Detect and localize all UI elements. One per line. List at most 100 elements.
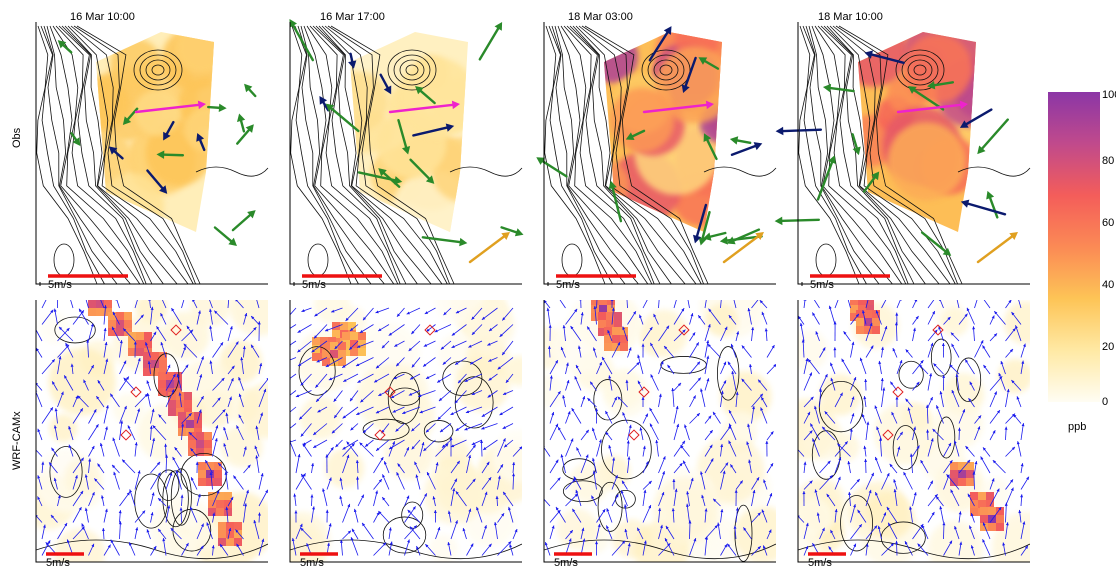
model-wind-arrow <box>626 300 628 309</box>
model-wind-arrow <box>1005 348 1014 358</box>
model-wind-arrow <box>134 300 138 309</box>
model-wind-arrow <box>927 396 933 408</box>
model-wind-arrow <box>642 489 647 507</box>
model-wind-arrow <box>658 491 665 507</box>
model-wind-arrow <box>415 474 421 490</box>
model-wind-arrow <box>501 307 514 321</box>
obs-wind-arrow <box>409 158 435 184</box>
model-wind-arrow <box>974 340 984 358</box>
model-wind-arrow <box>803 372 813 391</box>
obs-wind-arrow <box>421 236 468 247</box>
site-marker <box>932 324 944 336</box>
model-wind-arrow <box>824 410 836 424</box>
model-wind-arrow <box>730 343 737 358</box>
site-marker <box>170 324 182 336</box>
model-wind-arrow <box>440 340 452 350</box>
model-wind-arrow <box>549 359 559 375</box>
model-wind-arrow <box>464 423 483 431</box>
model-wind-arrow <box>1020 463 1024 474</box>
model-wind-arrow <box>395 357 405 367</box>
model-wind-arrow <box>471 390 483 396</box>
model-wind-arrow <box>325 454 329 474</box>
model-wind-arrow <box>895 396 899 408</box>
model-wind-arrow <box>512 446 522 457</box>
model-wind-arrow <box>411 324 421 335</box>
model-wind-arrow <box>423 439 436 452</box>
model-wind-arrow <box>611 341 621 358</box>
model-wind-arrow <box>297 324 312 333</box>
model-wind-arrow <box>686 491 690 507</box>
model-wind-arrow <box>488 357 498 362</box>
model-wind-arrow <box>227 341 239 358</box>
model-wind-arrow <box>857 509 867 523</box>
time-label-1: 16 Mar 10:00 <box>70 11 135 23</box>
model-wind-arrow <box>72 490 84 507</box>
model-wind-arrow <box>828 305 836 325</box>
model-wind-arrow <box>606 525 613 540</box>
model-wind-arrow <box>212 397 221 408</box>
model-wind-arrow <box>255 425 260 441</box>
model-wind-arrow <box>627 361 640 375</box>
model-wind-arrow <box>549 459 559 474</box>
terrain-contours <box>290 346 522 560</box>
model-wind-arrow <box>673 307 685 325</box>
model-wind-arrow <box>409 373 421 380</box>
model-wind-arrow <box>704 300 707 309</box>
model-wind-arrow <box>348 340 359 351</box>
obs-wind-arrow <box>775 126 823 136</box>
model-wind-arrow <box>720 462 729 474</box>
obs-wind-arrow-orange <box>468 232 510 264</box>
model-wind-arrow <box>864 458 868 474</box>
model-wind-arrow <box>512 473 516 490</box>
model-wind-arrow <box>549 375 553 391</box>
model-wind-arrow <box>642 445 646 457</box>
obs-wind-arrow <box>692 203 708 244</box>
model-wind-arrow <box>157 497 167 507</box>
model-wind-arrow <box>611 396 618 408</box>
model-wind-arrow <box>894 322 898 342</box>
model-wind-arrow <box>601 356 613 375</box>
model-wind-arrow <box>819 347 826 358</box>
obs-panel-3: 5m/s <box>536 22 777 291</box>
model-wind-arrow <box>342 454 350 474</box>
model-wind-arrow <box>339 477 343 490</box>
model-wind-arrow <box>751 477 760 490</box>
model-wind-arrow <box>351 528 359 540</box>
obs-wind-arrow <box>986 190 999 219</box>
model-wind-arrow <box>150 461 161 474</box>
model-wind-arrow <box>404 506 416 523</box>
model-wind-arrow <box>480 439 484 457</box>
model-wind-arrow <box>435 462 439 474</box>
model-wind-arrow <box>881 472 890 490</box>
colorbar-unit: ppb <box>1068 421 1086 433</box>
model-wind-arrow <box>741 345 752 358</box>
model-wind-arrow <box>949 364 960 375</box>
model-wind-arrow <box>865 525 878 540</box>
model-wind-arrow <box>152 425 167 441</box>
model-wind-arrow <box>1020 521 1026 540</box>
model-wind-arrow <box>887 522 898 540</box>
model-wind-arrow <box>969 381 975 391</box>
obs-wind-arrow <box>977 118 1009 155</box>
model-wind-arrow <box>333 390 343 402</box>
model-wind-arrow <box>803 411 811 424</box>
model-wind-arrow <box>673 423 680 441</box>
model-wind-arrow <box>356 406 374 416</box>
model-wind-arrow <box>989 333 998 342</box>
model-wind-arrow <box>743 527 752 540</box>
model-wind-arrow <box>881 542 895 556</box>
model-wind-arrow <box>146 380 151 391</box>
model-wind-arrow <box>680 445 690 457</box>
model-wind-arrow <box>77 395 89 408</box>
model-wind-arrow <box>673 488 678 507</box>
model-wind-arrow <box>728 314 737 325</box>
model-wind-arrow <box>751 393 764 408</box>
model-wind-arrow <box>834 441 849 457</box>
model-wind-arrow <box>688 520 692 540</box>
model-wind-arrow <box>211 545 215 556</box>
time-label-3: 18 Mar 03:00 <box>568 11 633 23</box>
model-wind-arrows <box>290 307 522 556</box>
model-wind-arrow <box>747 423 752 441</box>
model-wind-arrow <box>469 357 483 365</box>
model-wind-arrow <box>394 340 405 347</box>
